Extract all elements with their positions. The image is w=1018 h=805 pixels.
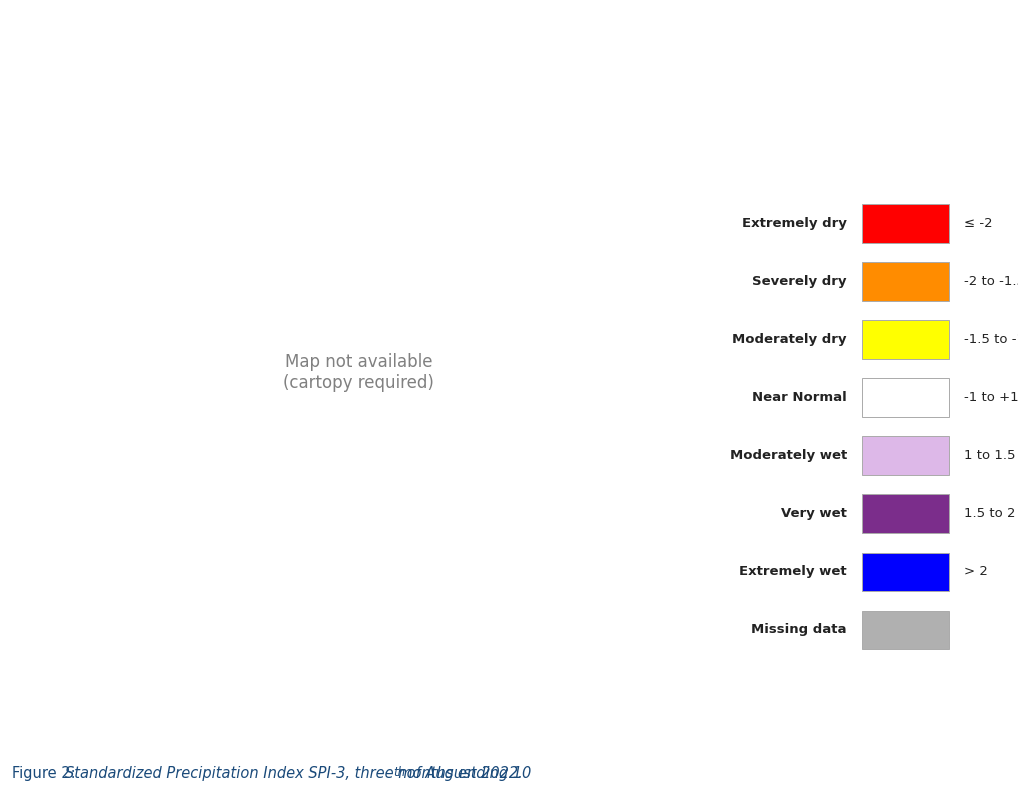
Text: Near Normal: Near Normal bbox=[752, 391, 847, 404]
Text: 1.5 to 2: 1.5 to 2 bbox=[964, 507, 1015, 520]
Text: Standardized Precipitation Index SPI-3, three months ending 10: Standardized Precipitation Index SPI-3, … bbox=[65, 766, 531, 781]
Text: Extremely wet: Extremely wet bbox=[739, 565, 847, 578]
Text: -1 to +1: -1 to +1 bbox=[964, 391, 1018, 404]
Bar bbox=[862, 611, 949, 650]
Bar bbox=[862, 378, 949, 417]
Text: Moderately wet: Moderately wet bbox=[730, 449, 847, 462]
Text: Very wet: Very wet bbox=[781, 507, 847, 520]
Text: th: th bbox=[393, 766, 405, 778]
Text: Map not available
(cartopy required): Map not available (cartopy required) bbox=[283, 353, 435, 392]
Text: > 2: > 2 bbox=[964, 565, 987, 578]
Text: Missing data: Missing data bbox=[751, 623, 847, 637]
Text: of August 2022.: of August 2022. bbox=[402, 766, 522, 781]
Text: Figure 2:: Figure 2: bbox=[12, 766, 80, 781]
Bar bbox=[862, 320, 949, 359]
Text: -1.5 to -1: -1.5 to -1 bbox=[964, 333, 1018, 346]
Bar bbox=[862, 436, 949, 475]
Text: -2 to -1.5: -2 to -1.5 bbox=[964, 275, 1018, 288]
Text: Severely dry: Severely dry bbox=[752, 275, 847, 288]
Text: 1 to 1.5: 1 to 1.5 bbox=[964, 449, 1015, 462]
Bar bbox=[862, 204, 949, 243]
Bar bbox=[862, 552, 949, 591]
Text: Extremely dry: Extremely dry bbox=[742, 217, 847, 230]
Bar bbox=[862, 494, 949, 533]
Text: Moderately dry: Moderately dry bbox=[732, 333, 847, 346]
Bar bbox=[862, 262, 949, 301]
Text: ≤ -2: ≤ -2 bbox=[964, 217, 993, 230]
